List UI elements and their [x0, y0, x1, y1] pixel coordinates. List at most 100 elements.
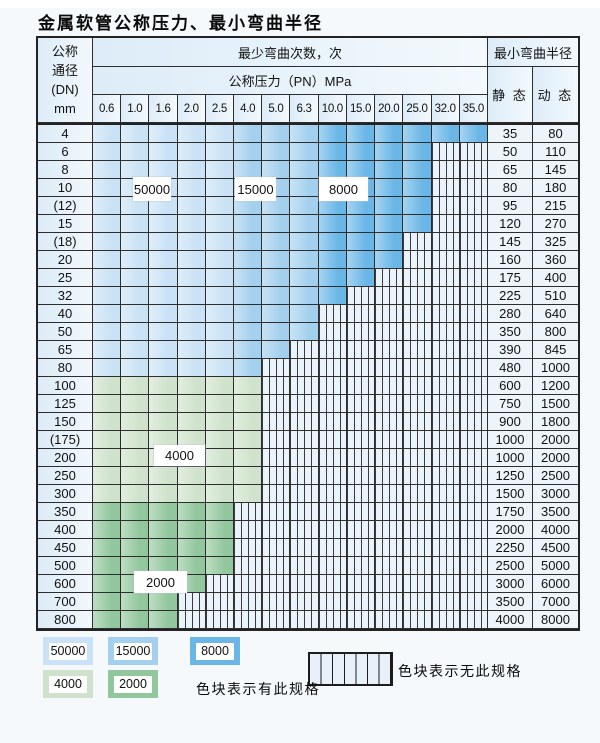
pressure-col-header-2.0: 2.0: [177, 95, 206, 123]
no-spec-cell: [403, 521, 432, 539]
no-spec-cell: [403, 503, 432, 521]
legend-swatch-4000: 4000: [43, 670, 93, 698]
spec-cell: [262, 161, 291, 179]
spec-cell: [93, 341, 122, 359]
no-spec-cell: [375, 557, 404, 575]
spec-cell: [93, 125, 122, 143]
no-spec-cell: [375, 575, 404, 593]
spec-cell: [149, 197, 178, 215]
no-spec-cell: [234, 575, 263, 593]
no-spec-cell: [318, 305, 347, 323]
spec-cell: [177, 467, 206, 485]
dn-cell: 600: [38, 575, 93, 593]
cycle-count-label-50000: 50000: [133, 177, 171, 201]
spec-cell: [93, 377, 122, 395]
spec-cell: [234, 287, 263, 305]
dn-cell: 350: [38, 503, 93, 521]
spec-cell: [234, 485, 263, 503]
spec-cell: [262, 197, 291, 215]
spec-cell: [346, 197, 376, 215]
dynamic-cell: 6000: [532, 575, 578, 593]
static-cell: 390: [487, 341, 533, 359]
spec-cell: [234, 449, 263, 467]
spec-cell: [149, 269, 178, 287]
no-spec-cell: [262, 557, 291, 575]
spec-cell: [177, 287, 206, 305]
spec-cell: [149, 143, 178, 161]
spec-cell: [93, 287, 122, 305]
no-spec-cell: [375, 413, 404, 431]
no-spec-cell: [403, 233, 432, 251]
spec-cell: [93, 233, 122, 251]
spec-cell: [318, 125, 347, 143]
no-spec-cell: [431, 485, 460, 503]
dynamic-cell: 5000: [532, 557, 578, 575]
spec-cell: [234, 125, 263, 143]
dynamic-cell: 510: [532, 287, 578, 305]
spec-cell: [318, 161, 347, 179]
spec-cell: [318, 233, 347, 251]
spec-cell: [149, 323, 178, 341]
pressure-col-header-20.0: 20.0: [375, 95, 404, 123]
spec-cell: [205, 413, 235, 431]
spec-cell: [290, 233, 319, 251]
no-spec-cell: [262, 611, 291, 629]
no-spec-cell: [431, 377, 460, 395]
no-spec-cell: [346, 341, 376, 359]
pressure-table: 公称 通径 (DN) mm 最少弯曲次数，次 最小弯曲半径 公称压力（PN）MP…: [36, 36, 580, 631]
dynamic-cell: 145: [532, 161, 578, 179]
spec-cell: [290, 215, 319, 233]
no-spec-cell: [318, 341, 347, 359]
spec-cell: [205, 179, 235, 197]
dn-cell: 4: [38, 125, 93, 143]
spec-cell: [93, 593, 122, 611]
spec-cell: [205, 395, 235, 413]
spec-cell: [375, 233, 404, 251]
spec-cell: [121, 413, 150, 431]
spec-cell: [205, 539, 235, 557]
no-spec-cell: [290, 503, 319, 521]
spec-cell: [149, 251, 178, 269]
dn-header-line: 通径: [51, 63, 78, 78]
dn-cell: 500: [38, 557, 93, 575]
spec-cell: [234, 359, 263, 377]
no-spec-cell: [403, 359, 432, 377]
dn-cell: 65: [38, 341, 93, 359]
dynamic-cell: 4000: [532, 521, 578, 539]
spec-cell: [318, 269, 347, 287]
spec-cell: [177, 143, 206, 161]
no-spec-cell: [262, 377, 291, 395]
no-spec-cell: [459, 161, 488, 179]
dynamic-cell: 845: [532, 341, 578, 359]
cycle-count-label-2000: 2000: [134, 571, 187, 593]
spec-cell: [177, 251, 206, 269]
spec-cell: [121, 485, 150, 503]
pressure-col-header-15.0: 15.0: [346, 95, 376, 123]
no-spec-cell: [262, 467, 291, 485]
spec-cell: [121, 323, 150, 341]
spec-cell: [149, 215, 178, 233]
no-spec-cell: [431, 467, 460, 485]
no-spec-cell: [431, 449, 460, 467]
dn-cell: 700: [38, 593, 93, 611]
no-spec-cell: [290, 539, 319, 557]
legend-swatch-2000: 2000: [108, 670, 158, 698]
spec-cell: [290, 179, 319, 197]
no-spec-cell: [234, 503, 263, 521]
dynamic-cell: 7000: [532, 593, 578, 611]
pressure-col-header-2.5: 2.5: [205, 95, 235, 123]
no-spec-cell: [318, 557, 347, 575]
no-spec-cell: [318, 377, 347, 395]
no-spec-cell: [459, 269, 488, 287]
no-spec-cell: [375, 341, 404, 359]
static-cell: 2250: [487, 539, 533, 557]
spec-cell: [93, 305, 122, 323]
no-spec-cell: [403, 575, 432, 593]
dn-cell: 20: [38, 251, 93, 269]
static-cell: 900: [487, 413, 533, 431]
static-cell: 35: [487, 125, 533, 143]
legend-swatch-15000: 15000: [108, 637, 158, 665]
no-spec-cell: [290, 521, 319, 539]
spec-cell: [93, 539, 122, 557]
spec-cell: [431, 125, 460, 143]
